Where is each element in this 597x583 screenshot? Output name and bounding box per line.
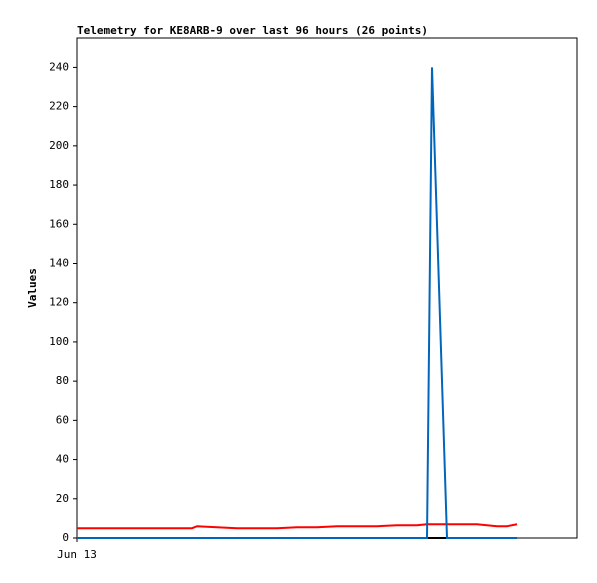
data-line	[77, 67, 517, 539]
y-tick-label: 120	[49, 296, 69, 309]
y-axis-label: Values	[26, 268, 39, 308]
x-tick-label: Jun 13	[57, 548, 97, 561]
y-tick-label: 100	[49, 335, 69, 348]
y-tick-label: 200	[49, 139, 69, 152]
y-tick-label: 60	[56, 413, 69, 426]
y-tick-label: 140	[49, 256, 69, 269]
plot-frame	[76, 37, 578, 539]
data-line	[77, 523, 518, 530]
y-tick-label: 80	[56, 374, 69, 387]
y-tick-label: 240	[49, 60, 69, 73]
y-tick-label: 220	[49, 100, 69, 113]
y-tick-label: 160	[49, 217, 69, 230]
y-tick-label: 0	[62, 531, 69, 544]
y-tick-label: 40	[56, 453, 69, 466]
chart-title: Telemetry for KE8ARB-9 over last 96 hour…	[77, 24, 428, 37]
y-tick-label: 180	[49, 178, 69, 191]
y-tick-label: 20	[56, 492, 69, 505]
